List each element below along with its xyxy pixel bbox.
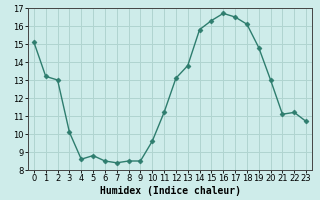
X-axis label: Humidex (Indice chaleur): Humidex (Indice chaleur) (100, 186, 241, 196)
